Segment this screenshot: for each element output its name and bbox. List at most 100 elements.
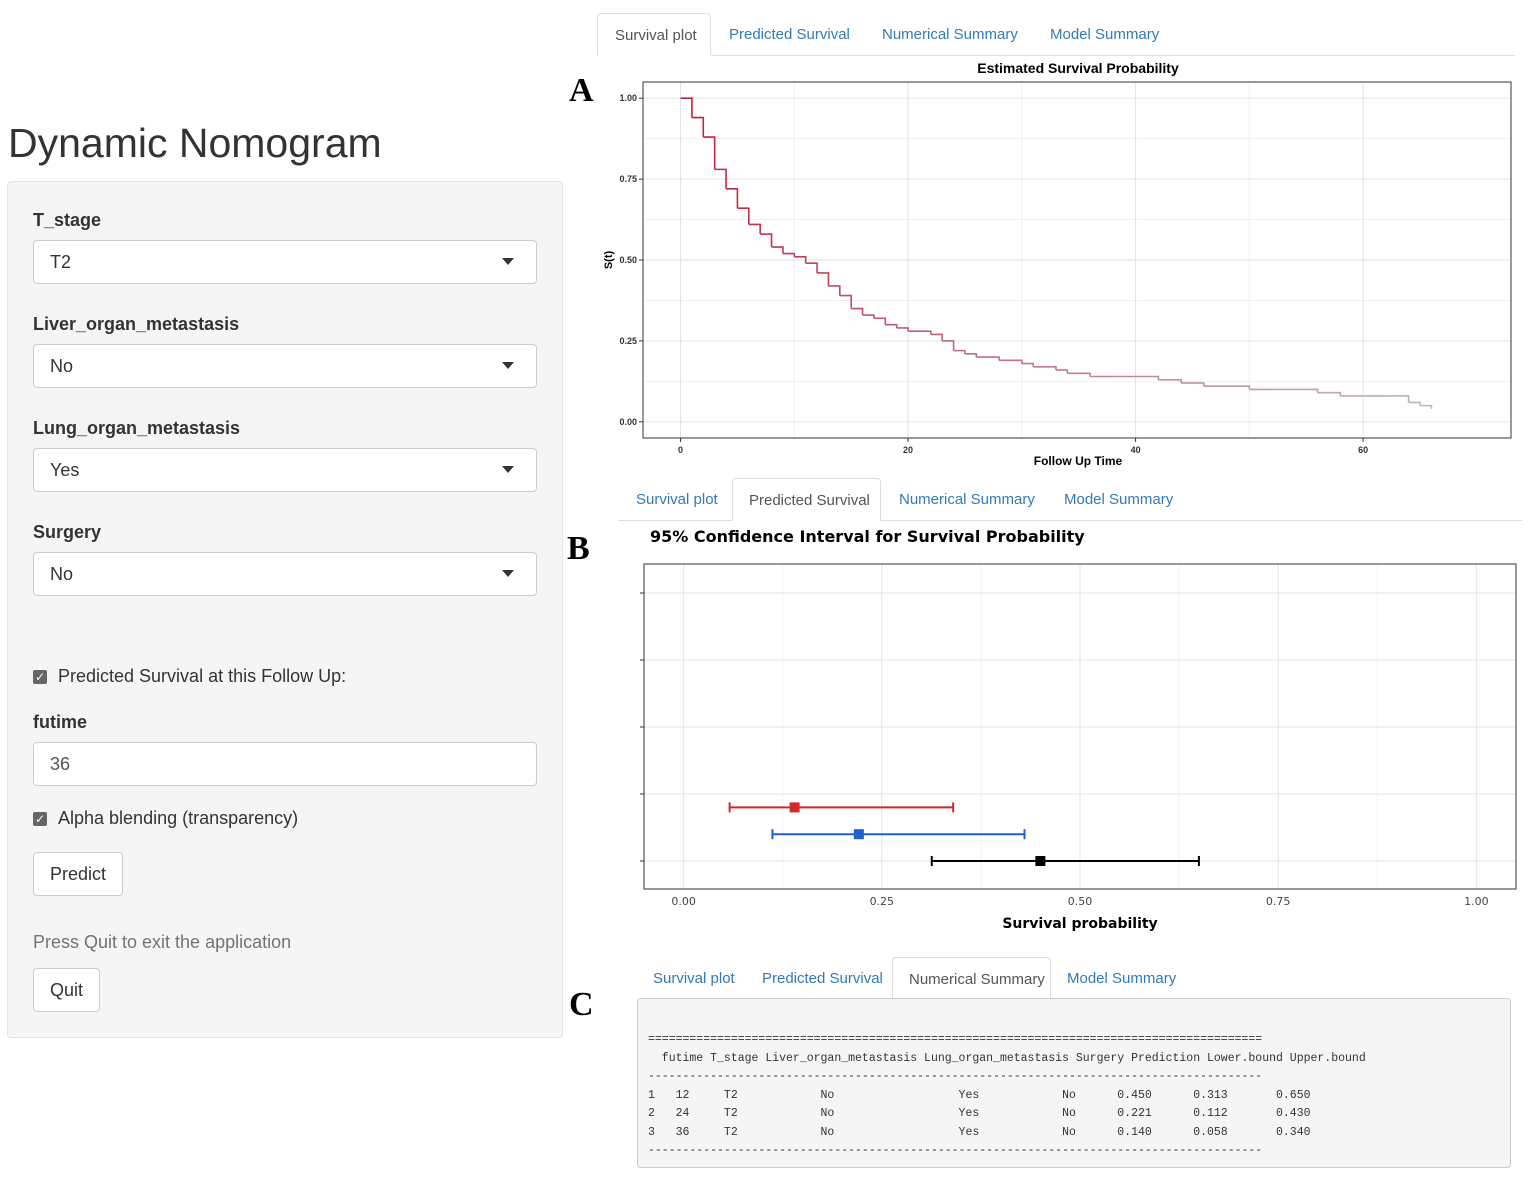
- predicted-survival-checkbox-row[interactable]: ✓ Predicted Survival at this Follow Up:: [33, 666, 346, 687]
- chart-a-curve-step: [930, 333, 943, 341]
- predicted-survival-checkbox-label: Predicted Survival at this Follow Up:: [58, 666, 347, 686]
- predicted-survival-checkbox[interactable]: ✓: [33, 669, 47, 684]
- chart-a-curve-step: [805, 262, 818, 273]
- futime-input[interactable]: [33, 742, 537, 786]
- chart-a-curve-step: [1294, 388, 1319, 393]
- chart-a-xtick-label: 0: [678, 445, 683, 455]
- tab-predicted-survival[interactable]: Predicted Survival: [732, 478, 881, 521]
- chart-a-curve-step: [828, 285, 841, 296]
- chart-a-curve-step: [1408, 401, 1421, 406]
- chart-a-curve-step: [1135, 375, 1160, 380]
- chart-a-curve-step: [680, 97, 693, 118]
- chart-a-ytick-label: 0.00: [619, 417, 637, 427]
- panel-c-letter: C: [569, 986, 594, 1023]
- tab-model-summary[interactable]: Model Summary: [1050, 26, 1160, 43]
- quit-help-text: Press Quit to exit the application: [33, 932, 292, 952]
- alpha-blending-checkbox-label: Alpha blending (transparency): [58, 808, 299, 828]
- chart-a-xtick-label: 20: [903, 445, 913, 455]
- chart-a-curve-step: [1158, 378, 1182, 383]
- tab-survival-plot[interactable]: Survival plot: [653, 970, 735, 987]
- chart-a-curve-step: [873, 317, 887, 325]
- chart-a-curve-step: [896, 327, 909, 332]
- chart-a-ytick-label: 0.75: [619, 174, 637, 184]
- numerical-summary-table: ========================================…: [648, 1033, 1366, 1157]
- futime-label: futime: [33, 712, 87, 732]
- chart-b-xtick-label: 1.00: [1464, 895, 1489, 908]
- chart-a-curve-step: [1181, 382, 1205, 387]
- chart-a-curve-step: [817, 272, 830, 286]
- lung-metastasis-value: Yes: [50, 460, 80, 480]
- panel-a-letter: A: [569, 72, 594, 109]
- liver-metastasis-label: Liver_organ_metastasis: [33, 314, 240, 334]
- surgery-value: No: [50, 564, 74, 584]
- chart-b-point-estimate: [853, 829, 864, 840]
- chart-a-curve-step: [726, 188, 739, 209]
- chart-a-curve-step: [703, 136, 716, 170]
- chart-a-curve-step: [908, 330, 932, 335]
- chevron-down-icon: [502, 362, 514, 369]
- tab-numerical-summary[interactable]: Numerical Summary: [892, 957, 1051, 999]
- lung-metastasis-select[interactable]: Yes: [33, 448, 537, 492]
- tab-survival-plot[interactable]: Survival plot: [597, 13, 711, 56]
- chart-b-intervals: [728, 802, 1200, 866]
- predict-button[interactable]: Predict: [33, 852, 124, 896]
- t-stage-label: T_stage: [33, 210, 102, 230]
- tab-numerical-summary[interactable]: Numerical Summary: [899, 491, 1035, 508]
- chevron-down-icon: [502, 466, 514, 473]
- chart-b-point-estimate: [1035, 856, 1046, 866]
- chart-a-curve-step: [851, 307, 864, 316]
- tabs-panel-a: Survival plot Predicted Survival Numeric…: [597, 13, 1515, 56]
- chart-b-title: 95% Confidence Interval for Survival Pro…: [650, 527, 1085, 546]
- chart-a-curve-step: [839, 294, 852, 309]
- chart-a-curve-step: [714, 168, 727, 189]
- chart-a-tick-labels: 0 20 40 60 0.00 0.25 0.50 0.75 1.00: [619, 93, 1368, 455]
- liver-metastasis-select[interactable]: No: [33, 344, 537, 388]
- chart-a-ylabel: S(t): [603, 251, 615, 270]
- chart-b-xtick-label: 0.00: [671, 895, 696, 908]
- chart-a-curve-step: [760, 233, 773, 248]
- chart-b-gridlines: [644, 564, 1516, 889]
- chart-a-curve-step: [794, 255, 807, 264]
- chart-a-curve-step: [748, 223, 761, 235]
- chart-a-curve-step: [1385, 395, 1410, 403]
- chart-a-curve-step: [737, 207, 750, 225]
- t-stage-value: T2: [50, 252, 72, 272]
- chart-a-curve-step: [691, 116, 705, 138]
- chart-b-xtick-label: 0.50: [1068, 895, 1093, 908]
- surgery-select[interactable]: No: [33, 552, 537, 596]
- chart-a-xtick-label: 60: [1358, 445, 1368, 455]
- chevron-down-icon: [502, 258, 514, 265]
- chart-a-ytick-label: 0.25: [619, 336, 637, 346]
- tab-predicted-survival[interactable]: Predicted Survival: [762, 970, 883, 987]
- chart-a-curve-step: [976, 356, 1000, 361]
- chart-b-xtick-label: 0.75: [1266, 895, 1291, 908]
- tabs-panel-c: Survival plot Predicted Survival Numeric…: [637, 957, 1511, 999]
- chart-a-curve-step: [1317, 391, 1342, 396]
- chart-a-curve-step: [862, 314, 875, 319]
- lung-metastasis-label: Lung_organ_metastasis: [33, 418, 241, 438]
- numerical-summary-output: ========================================…: [637, 998, 1511, 1168]
- chart-a-gridlines: [643, 82, 1511, 438]
- tab-numerical-summary[interactable]: Numerical Summary: [882, 26, 1018, 43]
- surgery-label: Surgery: [33, 522, 102, 542]
- chart-a-title: Estimated Survival Probability: [977, 60, 1179, 76]
- chart-b-xlabel: Survival probability: [1002, 916, 1157, 932]
- tab-model-summary[interactable]: Model Summary: [1067, 970, 1177, 987]
- tab-survival-plot[interactable]: Survival plot: [636, 491, 718, 508]
- alpha-blending-checkbox-row[interactable]: ✓ Alpha blending (transparency): [33, 808, 298, 829]
- alpha-blending-checkbox[interactable]: ✓: [33, 811, 47, 826]
- tabs-panel-b: Survival plot Predicted Survival Numeric…: [618, 478, 1522, 521]
- chart-b-tick-labels: 0.00 0.25 0.50 0.75 1.00: [640, 592, 1489, 908]
- liver-metastasis-value: No: [50, 356, 74, 376]
- chart-a-curve-step: [953, 349, 966, 354]
- chart-a-survival-curve: [680, 97, 1433, 409]
- chart-a-curve-step: [1055, 369, 1069, 374]
- chart-a-xtick-label: 40: [1131, 445, 1141, 455]
- tab-model-summary[interactable]: Model Summary: [1064, 491, 1174, 508]
- quit-button[interactable]: Quit: [33, 968, 101, 1012]
- tab-predicted-survival[interactable]: Predicted Survival: [729, 26, 850, 43]
- chart-a-curve-step: [885, 323, 898, 328]
- t-stage-select[interactable]: T2: [33, 240, 537, 284]
- panel-b-letter: B: [567, 530, 590, 567]
- chart-a-ytick-label: 1.00: [619, 93, 637, 103]
